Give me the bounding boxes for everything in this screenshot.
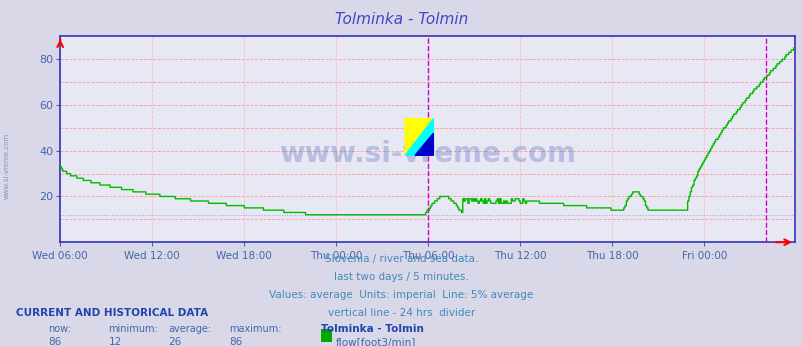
- Text: Slovenia / river and sea data.: Slovenia / river and sea data.: [325, 254, 477, 264]
- Text: minimum:: minimum:: [108, 324, 158, 334]
- Polygon shape: [415, 133, 433, 155]
- Text: CURRENT AND HISTORICAL DATA: CURRENT AND HISTORICAL DATA: [16, 308, 208, 318]
- Text: 86: 86: [48, 337, 62, 346]
- Polygon shape: [405, 119, 433, 155]
- Text: Tolminka - Tolmin: Tolminka - Tolmin: [334, 12, 468, 27]
- Text: www.si-vreme.com: www.si-vreme.com: [279, 140, 575, 168]
- Text: 12: 12: [108, 337, 122, 346]
- Text: vertical line - 24 hrs  divider: vertical line - 24 hrs divider: [327, 308, 475, 318]
- Text: last two days / 5 minutes.: last two days / 5 minutes.: [334, 272, 468, 282]
- Text: maximum:: maximum:: [229, 324, 281, 334]
- Text: 26: 26: [168, 337, 182, 346]
- Text: average:: average:: [168, 324, 212, 334]
- Text: flow[foot3/min]: flow[foot3/min]: [335, 337, 415, 346]
- Text: now:: now:: [48, 324, 71, 334]
- Text: Values: average  Units: imperial  Line: 5% average: Values: average Units: imperial Line: 5%…: [269, 290, 533, 300]
- Text: www.si-vreme.com: www.si-vreme.com: [3, 133, 10, 199]
- Text: Tolminka - Tolmin: Tolminka - Tolmin: [321, 324, 423, 334]
- Text: 86: 86: [229, 337, 242, 346]
- Polygon shape: [405, 119, 433, 155]
